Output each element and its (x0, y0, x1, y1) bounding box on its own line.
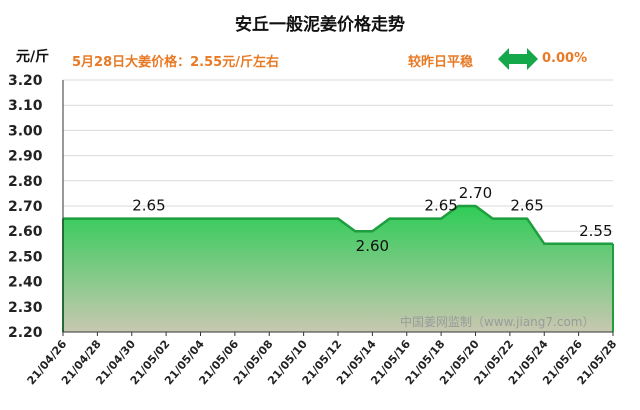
y-tick-label: 2.30 (8, 300, 43, 316)
price-info: 5月28日大姜价格：2.55元/斤左右 (72, 55, 279, 70)
y-tick-label: 3.10 (8, 98, 43, 114)
data-label: 2.70 (459, 184, 492, 202)
y-axis-ticks: 2.20 2.30 2.40 2.50 2.60 2.70 2.80 2.90 3.00 3.10… (8, 73, 43, 341)
compare-label: 较昨日平稳 (408, 55, 474, 70)
y-tick-label: 2.40 (8, 275, 43, 291)
compare-value: 0.00% (542, 51, 588, 66)
y-tick-label: 2.80 (8, 174, 43, 190)
double-arrow-icon (498, 48, 538, 70)
y-tick-label: 3.00 (8, 123, 43, 139)
x-axis-ticks: 21/04/2621/04/2821/04/3021/05/0221/05/04… (25, 332, 619, 387)
y-tick-label: 3.20 (8, 73, 43, 89)
area-fill (63, 206, 613, 332)
price-area (62, 204, 614, 332)
series-line (63, 204, 613, 246)
data-label: 2.65 (510, 197, 543, 215)
y-tick-label: 2.60 (8, 224, 43, 240)
data-label: 2.55 (579, 222, 612, 240)
y-tick-label: 2.90 (8, 149, 43, 165)
data-label: 2.65 (132, 197, 165, 215)
data-label: 2.60 (356, 237, 389, 255)
y-tick-label: 2.70 (8, 199, 43, 215)
y-tick-label: 2.20 (8, 325, 43, 341)
unit-label: 元/斤 (16, 49, 50, 65)
data-label: 2.65 (424, 197, 457, 215)
chart-title: 安丘一般泥姜价格走势 (235, 15, 405, 35)
watermark: 中国姜网监制（www.jiang7.com） (400, 314, 594, 329)
y-tick-label: 2.50 (8, 249, 43, 265)
data-labels: 2.652.602.652.702.652.55 (132, 184, 612, 255)
